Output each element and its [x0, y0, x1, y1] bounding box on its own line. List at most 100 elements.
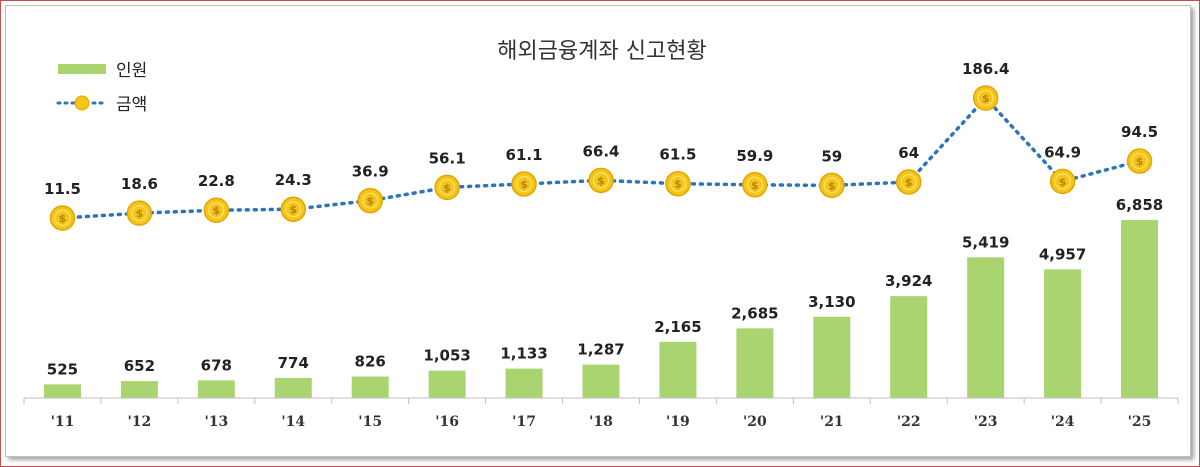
line-data-label: 61.5 [659, 146, 696, 164]
bar [967, 257, 1005, 398]
coin-rim [439, 179, 456, 196]
line-data-label: 56.1 [429, 149, 466, 167]
legend-label-bar: 인원 [116, 61, 147, 81]
legend: 인원 금액 [56, 61, 147, 115]
line-point-coin-icon: $ [1126, 148, 1153, 174]
bar [274, 377, 312, 398]
line-point [49, 205, 76, 231]
bar [736, 328, 774, 398]
coin-dollar-glyph: $ [289, 203, 297, 216]
coin-dollar-glyph: $ [59, 212, 67, 225]
line-series [60, 95, 1142, 220]
coin-rim [131, 205, 148, 222]
line-point-coin-icon: $ [49, 205, 76, 231]
bar [1044, 269, 1082, 398]
bar-data-label: 826 [355, 353, 386, 371]
line-point-coin-icon: $ [203, 197, 230, 223]
bar-data-label: 3,924 [885, 272, 932, 290]
line-point-coin-icon: $ [895, 169, 922, 195]
line-point-coin-icon: $ [434, 174, 460, 201]
bar [505, 368, 543, 398]
legend-coin-icon [74, 95, 90, 111]
line-data-label: 61.1 [506, 146, 543, 164]
coin-rim [669, 175, 687, 192]
coin-dollar-glyph: $ [1059, 175, 1067, 188]
bar [120, 381, 158, 398]
bar-data-label: 6,858 [1116, 196, 1163, 214]
x-tick-label: '20 [743, 414, 767, 430]
chart-title: 해외금융계좌 신고현황 [497, 39, 706, 64]
bar-data-label: 1,287 [577, 341, 624, 359]
bar-data-label: 3,130 [808, 293, 855, 311]
line-point [819, 172, 845, 199]
x-tick-label: '11 [51, 414, 75, 430]
coin-rim [1131, 152, 1148, 170]
line-point [357, 187, 383, 214]
bar [582, 364, 620, 398]
x-tick-label: '13 [204, 414, 228, 430]
line-data-label: 64 [898, 144, 919, 162]
line-data-label: 59 [821, 147, 842, 165]
coin-dollar-glyph: $ [597, 174, 605, 187]
coin-dollar-glyph: $ [136, 207, 144, 220]
line-point-coin-icon: $ [972, 85, 999, 111]
x-tick-label: '24 [1051, 414, 1075, 430]
line-point [280, 196, 307, 222]
line-point-coin-icon: $ [665, 170, 691, 197]
line-point [434, 174, 460, 201]
line-data-label: 94.5 [1121, 123, 1158, 141]
coin-rim [746, 176, 763, 193]
coin-dollar-glyph: $ [443, 181, 451, 194]
line-data-label: 11.5 [44, 180, 81, 198]
coin-dollar-glyph: $ [674, 178, 682, 191]
coin-rim [285, 201, 302, 218]
line-point [588, 167, 614, 194]
line-point-coin-icon: $ [1049, 168, 1076, 195]
line-point [1049, 168, 1076, 195]
x-tick-label: '18 [589, 414, 613, 430]
coin-rim [515, 175, 533, 193]
x-tick-label: '23 [974, 414, 998, 430]
line-data-label: 186.4 [962, 60, 1009, 78]
bar [659, 341, 697, 398]
bar [890, 296, 928, 398]
x-tick-label: '16 [435, 414, 459, 430]
line-data-label: 59.9 [736, 147, 773, 165]
bar-data-label: 678 [201, 356, 232, 374]
bar [813, 316, 851, 398]
line-markers: $ $ $ $ $ $ $ $ $ $ $ $ $ $ $ [49, 85, 1153, 231]
x-tick-label: '12 [128, 414, 152, 430]
coin-rim [362, 192, 379, 209]
bar-series [43, 220, 1159, 398]
coin-dollar-glyph: $ [982, 92, 990, 105]
line-point-coin-icon: $ [511, 171, 537, 197]
bar-data-label: 1,053 [423, 347, 470, 365]
x-tick-label: '21 [820, 414, 844, 430]
bar-data-label: 652 [124, 357, 155, 375]
bar-data-label: 2,685 [731, 304, 778, 322]
coin-rim [823, 177, 840, 194]
bar-data-label: 525 [47, 360, 78, 378]
line-point-coin-icon: $ [357, 187, 383, 214]
line-point [742, 172, 768, 198]
coin-dollar-glyph: $ [1136, 155, 1144, 168]
x-tick-label: '17 [512, 414, 536, 430]
line-data-label: 36.9 [352, 163, 389, 181]
x-tick-label: '22 [897, 414, 921, 430]
line-data-label: 24.3 [275, 171, 312, 189]
coin-rim [1054, 173, 1071, 190]
line-point [895, 169, 922, 195]
bar-data-label: 4,957 [1039, 245, 1086, 263]
line-point [1126, 148, 1153, 174]
line-labels: 11.5 18.6 22.8 24.3 36.9 56.1 61.1 66.4 61.5 59.9… [44, 60, 1158, 198]
legend-swatch-bar [58, 64, 106, 74]
chart-panel: 해외금융계좌 신고현황 인원 금액 525 652 678 774 826 1,053 1,… [5, 5, 1191, 457]
line-point-coin-icon: $ [742, 172, 768, 198]
bar [428, 370, 466, 398]
coin-dollar-glyph: $ [905, 176, 913, 189]
line-point [665, 170, 691, 197]
x-tick-label: '14 [281, 414, 305, 430]
coin-rim [54, 209, 71, 227]
line-point-coin-icon: $ [126, 200, 153, 226]
